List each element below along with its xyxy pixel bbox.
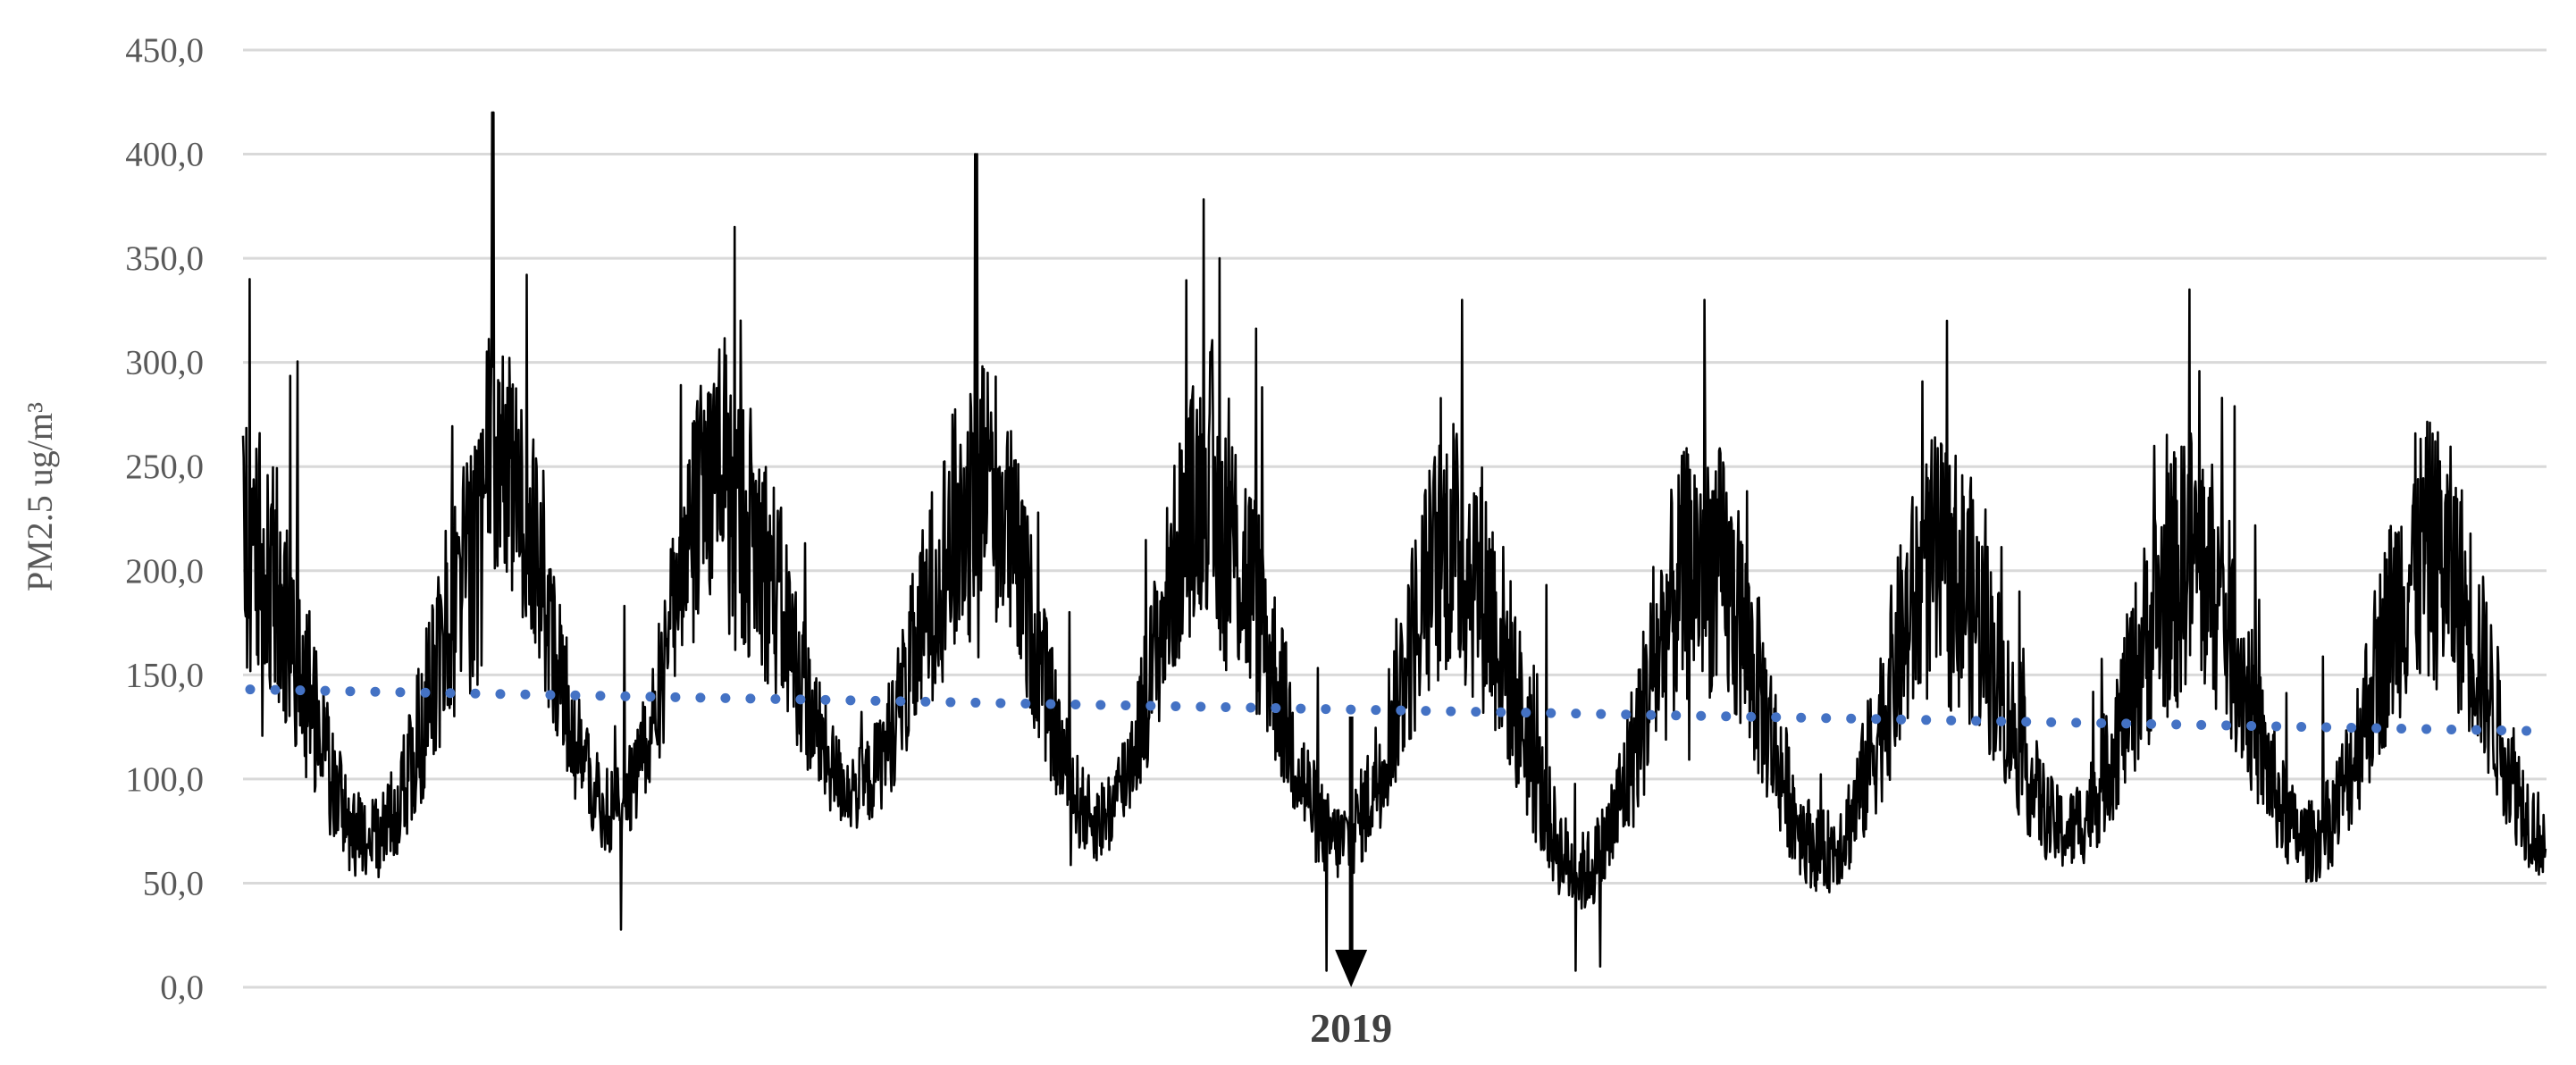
y-axis-title: PM2.5 ug/m³ [20, 402, 60, 591]
y-tick-label: 250,0 [125, 448, 204, 486]
y-tick-labels: 0,0 50,0 100,0 150,0 200,0 250,0 300,0 350,0 400… [125, 31, 204, 1007]
pm25-daily-line [241, 111, 2547, 972]
y-tick-label: 50,0 [143, 864, 204, 902]
y-tick-label: 150,0 [125, 656, 204, 694]
y-tick-label: 350,0 [125, 239, 204, 278]
annotation-2019: 2019 [1310, 716, 1392, 1051]
annotation-arrow-head [1335, 950, 1368, 987]
y-tick-label: 450,0 [125, 31, 204, 70]
series-layer [241, 111, 2547, 972]
y-tick-label: 200,0 [125, 552, 204, 591]
annotation-label: 2019 [1310, 1005, 1392, 1051]
y-tick-label: 300,0 [125, 344, 204, 382]
y-tick-label: 400,0 [125, 136, 204, 174]
y-tick-label: 100,0 [125, 760, 204, 799]
y-tick-label: 0,0 [160, 969, 204, 1007]
